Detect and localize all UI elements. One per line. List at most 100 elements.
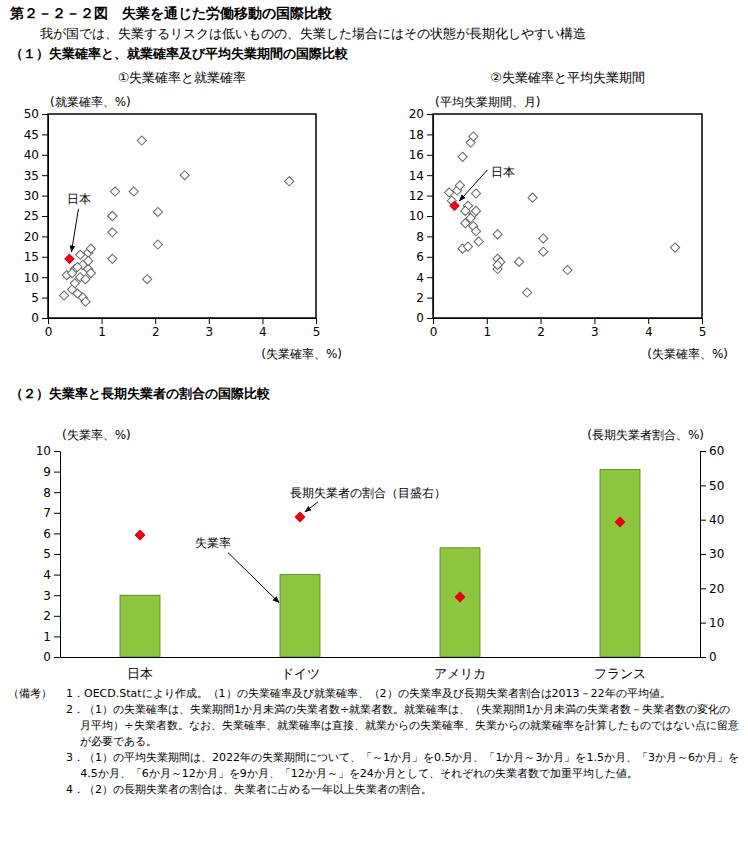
tick-label: 15 <box>24 250 39 264</box>
tick-mark <box>54 657 60 658</box>
tick-label: 2 <box>43 609 51 623</box>
tick-label: 3 <box>591 325 599 339</box>
axis-title: (失業確率、%) <box>261 347 342 361</box>
tick-label: 6 <box>43 527 51 541</box>
tick-mark <box>42 216 48 217</box>
tick: アメリカ <box>434 666 486 681</box>
tick-mark <box>54 533 60 534</box>
tick-label: 60 <box>709 444 724 458</box>
tick: 60 <box>700 444 724 458</box>
tick: 0 <box>45 318 53 339</box>
tick: 5 <box>31 291 48 305</box>
point <box>563 265 572 274</box>
tick-label: 0 <box>709 650 717 664</box>
point <box>86 244 95 253</box>
tick-mark <box>42 175 48 176</box>
point <box>153 207 162 216</box>
tick: 5 <box>699 318 707 339</box>
x-axis: 0 1 2 3 4 5 <box>430 318 707 339</box>
tick-label: 5 <box>43 547 51 561</box>
points <box>445 132 680 297</box>
tick-mark <box>700 520 706 521</box>
tick-label: 1 <box>483 325 491 339</box>
tick-label: 0 <box>31 311 39 325</box>
point <box>471 189 480 198</box>
tick: 14 <box>409 169 433 183</box>
y-axis: 02468101214161820 <box>409 107 434 325</box>
tick-label: 2 <box>152 325 160 339</box>
section-title: （１）失業確率と、就業確率及び平均失業期間の国際比較 <box>10 46 349 61</box>
tick-label: 18 <box>409 128 424 142</box>
tick-label: 20 <box>24 230 39 244</box>
point <box>81 297 90 306</box>
tick-mark <box>102 318 103 324</box>
tick-mark <box>427 277 433 278</box>
tick-label: 5 <box>313 325 321 339</box>
tick-mark <box>700 451 706 452</box>
tick-mark <box>54 575 60 576</box>
tick-mark <box>427 318 433 319</box>
tick-label: 45 <box>24 128 39 142</box>
tick: 0 <box>700 650 717 664</box>
plot-frame <box>433 114 702 318</box>
tick-label: 14 <box>409 169 424 183</box>
point <box>153 240 162 249</box>
tick: 45 <box>24 128 48 142</box>
y2-axis: 0102030405060 <box>700 444 724 664</box>
tick-label: 3 <box>43 589 51 603</box>
tick: 16 <box>409 148 433 162</box>
axis-line <box>61 657 701 658</box>
bar <box>600 470 640 657</box>
tick-mark <box>42 114 48 115</box>
tick-mark <box>48 318 49 324</box>
tick: 10 <box>700 616 724 630</box>
point <box>129 187 138 196</box>
tick-label: アメリカ <box>434 666 486 681</box>
tick-mark <box>427 257 433 258</box>
tick-label: 4 <box>645 325 653 339</box>
point <box>455 592 465 602</box>
tick: 20 <box>409 107 433 121</box>
tick: 1 <box>43 630 60 644</box>
tick-mark <box>42 236 48 237</box>
tick-mark <box>54 472 60 473</box>
point <box>474 237 483 246</box>
axis-title: (長期失業者割合、%) <box>587 428 704 442</box>
y-axis: 012345678910 <box>36 444 61 664</box>
tick: 40 <box>24 148 48 162</box>
tick: 3 <box>591 318 599 339</box>
tick: 3 <box>205 318 213 339</box>
tick-label: ドイツ <box>281 666 320 681</box>
tick-mark <box>427 134 433 135</box>
tick-label: 0 <box>430 325 438 339</box>
point <box>469 132 478 141</box>
tick: 2 <box>43 609 60 623</box>
tick-label: 12 <box>409 189 424 203</box>
tick-label: 7 <box>43 506 51 520</box>
tick: 0 <box>43 650 60 664</box>
tick-mark <box>316 318 317 324</box>
tick-label: 2 <box>537 325 545 339</box>
tick-mark <box>54 616 60 617</box>
tick-label: 1 <box>43 630 51 644</box>
tick-mark <box>700 554 706 555</box>
tick-label: フランス <box>594 666 646 681</box>
point <box>493 260 502 269</box>
annotation-arrow <box>228 553 279 603</box>
tick-mark <box>42 257 48 258</box>
tick: 2 <box>416 291 433 305</box>
annotation: 日本 <box>491 165 515 179</box>
y-axis: 05101520253035404550 <box>24 107 49 325</box>
notes-items: 1．OECD.Statにより作成。（1）の失業確率及び就業確率、（2）の失業率及… <box>66 686 740 798</box>
plot-frame <box>48 114 316 318</box>
tick: 30 <box>700 547 724 561</box>
tick: 6 <box>416 250 433 264</box>
tick-label: 5 <box>699 325 707 339</box>
tick-label: 20 <box>709 582 724 596</box>
tick-label: 4 <box>259 325 267 339</box>
tick: 35 <box>24 169 48 183</box>
tick-mark <box>700 657 706 658</box>
tick-mark <box>487 318 488 324</box>
annotation-arrow <box>305 502 318 512</box>
x-axis: 012345 <box>45 318 321 339</box>
